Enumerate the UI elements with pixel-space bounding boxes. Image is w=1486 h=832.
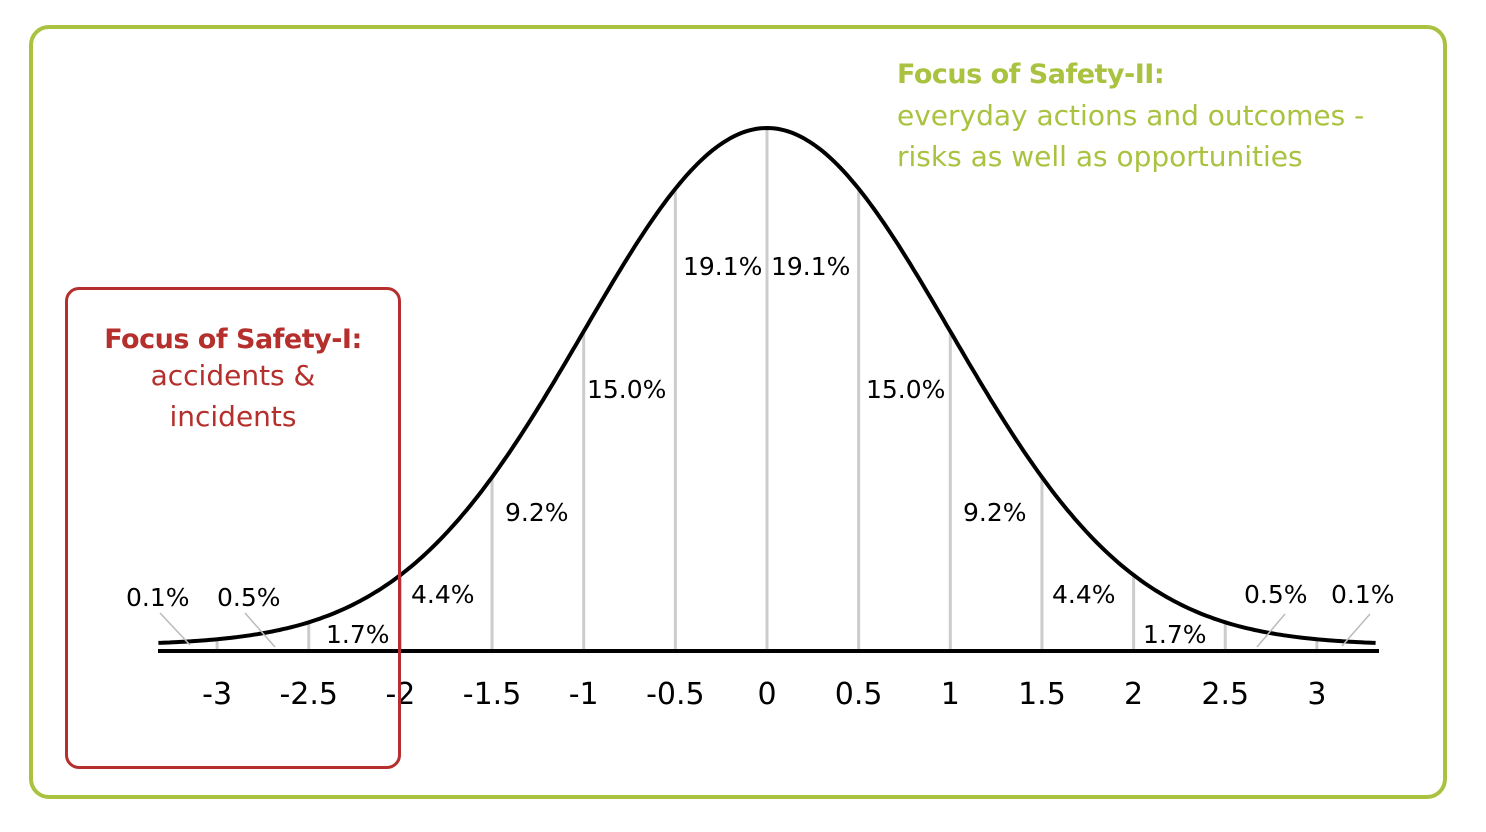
percentage-label: 9.2%: [505, 498, 569, 527]
percentage-label: 1.7%: [1143, 620, 1207, 649]
safety-ii-frame: [29, 25, 1447, 799]
leader-line: [244, 612, 276, 648]
percentage-label: 4.4%: [1052, 580, 1116, 609]
percentage-label: 15.0%: [587, 375, 666, 404]
percentage-label: 0.1%: [1331, 580, 1395, 609]
x-tick-label: -1.5: [463, 677, 522, 712]
safety-i-line: incidents: [169, 400, 297, 433]
normal-curve: [158, 125, 1376, 645]
percentage-label: 19.1%: [771, 252, 850, 281]
x-tick-label: -3: [202, 677, 232, 712]
percentage-label: 19.1%: [683, 252, 762, 281]
x-tick-label: 0.5: [835, 677, 883, 712]
leader-line: [1256, 613, 1286, 648]
safety-ii-line: everyday actions and outcomes -: [897, 99, 1365, 132]
percentage-label: 9.2%: [963, 498, 1027, 527]
x-tick-label: -0.5: [646, 677, 705, 712]
percentage-label: 4.4%: [411, 580, 475, 609]
safety-ii-annotation: Focus of Safety-II: everyday actions and…: [897, 54, 1364, 177]
x-tick-label: 0: [757, 677, 776, 712]
x-tick-label: 1: [941, 677, 960, 712]
percentage-label: 0.5%: [1244, 580, 1308, 609]
x-tick-label: 1.5: [1018, 677, 1066, 712]
x-tick-label: 2: [1124, 677, 1143, 712]
safety-ii-line: risks as well as opportunities: [897, 140, 1303, 173]
leader-line: [1341, 613, 1371, 647]
x-tick-label: -1: [569, 677, 599, 712]
percentage-label: 0.1%: [126, 583, 190, 612]
percentage-label: 0.5%: [217, 583, 281, 612]
safety-i-title: Focus of Safety-I:: [104, 324, 362, 355]
safety-i-line: accidents &: [150, 359, 316, 392]
percentage-label: 15.0%: [866, 375, 945, 404]
x-tick-label: 3: [1307, 677, 1326, 712]
safety-i-box: Focus of Safety-I: accidents & incidents: [65, 287, 401, 769]
percentage-label: 1.7%: [326, 620, 390, 649]
x-tick-label: 2.5: [1201, 677, 1249, 712]
safety-ii-title: Focus of Safety-II:: [897, 59, 1165, 90]
x-tick-label: -2.5: [279, 677, 338, 712]
leader-line: [159, 612, 191, 646]
